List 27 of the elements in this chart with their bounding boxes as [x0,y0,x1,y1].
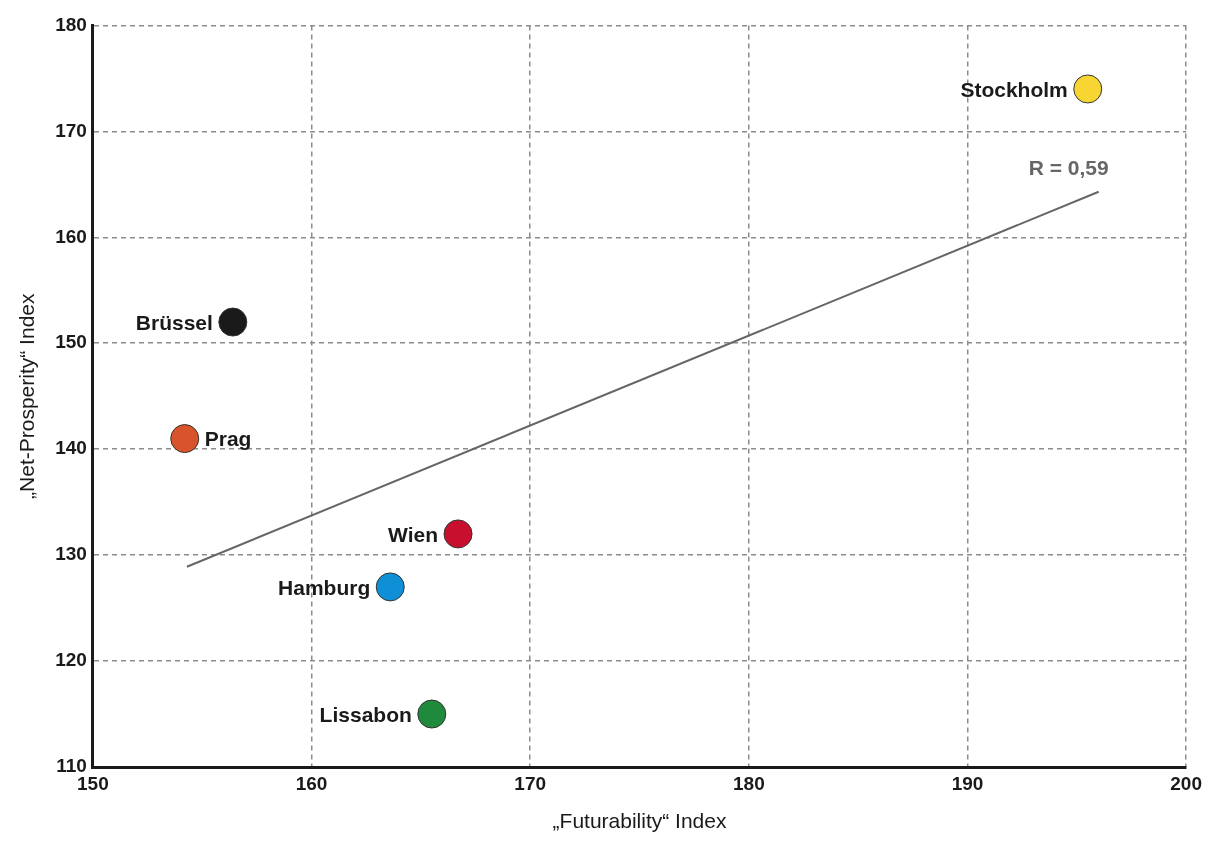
point [443,519,473,549]
y-tick-label: 130 [55,543,87,565]
series-label: Stockholm [960,77,1068,101]
y-axis-title: „Net-Prosperity“ Index [15,293,39,499]
annotation: R = 0,59 [1028,156,1109,180]
point [1073,74,1103,104]
y-tick-label: 140 [55,437,87,459]
x-tick-label: 190 [951,772,984,794]
y-tick-label: 170 [55,119,87,141]
y-tick-label: 180 [55,13,87,35]
point [218,307,248,337]
y-tick-label: 160 [55,225,87,247]
y-tick-label: 120 [55,649,87,671]
series-label: Prag [204,427,252,451]
x-tick-label: 200 [1170,772,1202,794]
x-axis-title: „Futurability“ Index [552,809,727,833]
x-tick-label: 160 [295,772,328,794]
point [375,572,405,602]
y-tick-label: 150 [55,331,87,353]
series-label: Hamburg [278,575,371,599]
point [417,699,447,729]
x-tick-label: 170 [514,772,547,794]
series-label: Wien [388,522,439,546]
series-label: Brüssel [135,310,213,334]
x-tick-label: 180 [733,772,765,794]
point [170,424,200,454]
series-label: Lissabon [319,702,412,726]
